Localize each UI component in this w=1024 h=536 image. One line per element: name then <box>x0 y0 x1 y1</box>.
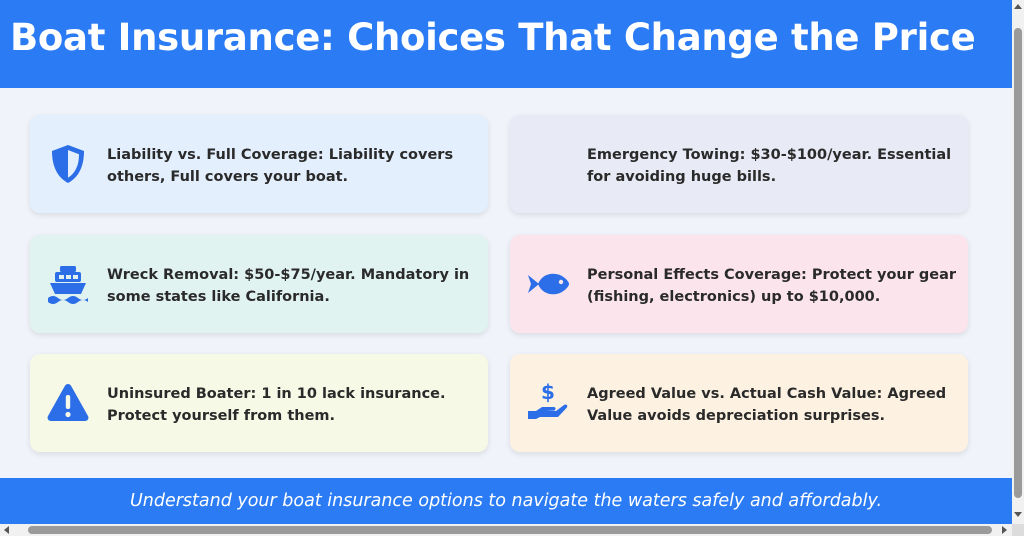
card-liability-text: Liability vs. Full Coverage: Liability c… <box>107 147 454 185</box>
scroll-right-arrow-icon[interactable] <box>1002 526 1007 534</box>
page-footer: Understand your boat insurance options t… <box>0 478 1012 524</box>
page-title: Boat Insurance: Choices That Change the … <box>10 16 976 59</box>
scroll-down-arrow-icon[interactable] <box>1014 512 1022 517</box>
horizontal-scroll-thumb[interactable] <box>28 526 992 534</box>
card-towing-text: Emergency Towing: $30-$100/year. Essenti… <box>587 147 952 185</box>
card-personal-effects-text: Personal Effects Coverage: Protect your … <box>587 267 957 305</box>
card-uninsured-boater-text: Uninsured Boater: 1 in 10 lack insurance… <box>107 386 446 424</box>
scroll-left-arrow-icon[interactable] <box>4 526 9 534</box>
scroll-up-arrow-icon[interactable] <box>1014 4 1022 9</box>
card-towing: Emergency Towing: $30-$100/year. Essenti… <box>510 115 968 213</box>
vertical-scroll-thumb[interactable] <box>1014 28 1022 498</box>
warning-icon <box>46 381 90 425</box>
horizontal-scrollbar[interactable] <box>0 524 1012 536</box>
footer-text: Understand your boat insurance options t… <box>129 491 883 511</box>
card-liability: Liability vs. Full Coverage: Liability c… <box>30 115 488 213</box>
scrollbar-corner <box>1012 524 1024 536</box>
card-wreck-removal: Wreck Removal: $50-$75/year. Mandatory i… <box>30 235 488 333</box>
vertical-scrollbar[interactable] <box>1012 0 1024 524</box>
dollar-hand-icon: $ <box>526 381 570 425</box>
card-personal-effects: Personal Effects Coverage: Protect your … <box>510 235 968 333</box>
card-agreed-value: $ Agreed Value vs. Actual Cash Value: Ag… <box>510 354 968 452</box>
card-wreck-removal-text: Wreck Removal: $50-$75/year. Mandatory i… <box>107 267 470 305</box>
cards-section: Liability vs. Full Coverage: Liability c… <box>0 88 1012 478</box>
card-agreed-value-text: Agreed Value vs. Actual Cash Value: Agre… <box>587 386 947 424</box>
ship-icon <box>46 262 90 306</box>
page-viewport: Boat Insurance: Choices That Change the … <box>0 0 1012 524</box>
svg-text:$: $ <box>541 381 555 404</box>
shield-icon <box>46 142 90 186</box>
card-uninsured-boater: Uninsured Boater: 1 in 10 lack insurance… <box>30 354 488 452</box>
fish-icon <box>526 262 570 306</box>
page-header: Boat Insurance: Choices That Change the … <box>0 0 1012 88</box>
